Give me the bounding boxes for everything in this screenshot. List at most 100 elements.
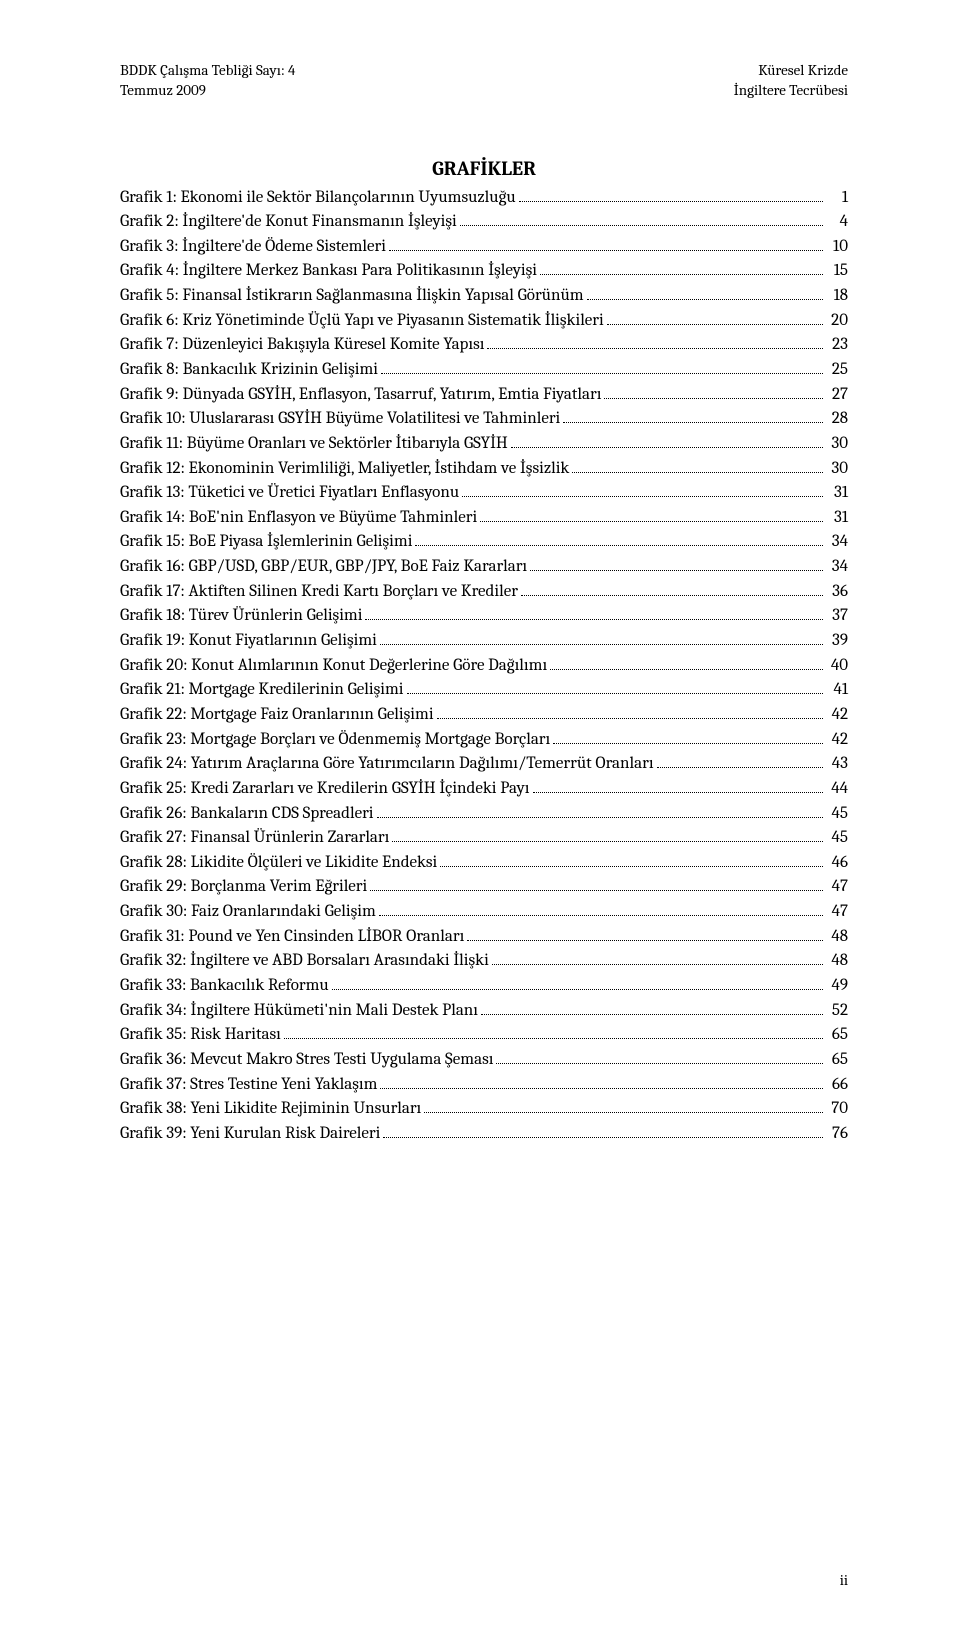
toc-entry-label: Grafik 12: Ekonominin Verimliliği, Maliy… [120,457,569,482]
toc-leader [284,1038,823,1039]
toc-entry-label: Grafik 31: Pound ve Yen Cinsinden LİBOR … [120,925,464,950]
toc-entry: Grafik 21: Mortgage Kredilerinin Gelişim… [120,678,848,703]
toc-entry-label: Grafik 10: Uluslararası GSYİH Büyüme Vol… [120,407,560,432]
toc-entry: Grafik 28: Likidite Ölçüleri ve Likidite… [120,851,848,876]
toc-leader [492,964,823,965]
toc-entry: Grafik 9: Dünyada GSYİH, Enflasyon, Tasa… [120,383,848,408]
toc-leader [440,866,823,867]
toc-entry-label: Grafik 27: Finansal Ürünlerin Zararları [120,826,389,851]
toc-entry: Grafik 17: Aktiften Silinen Kredi Kartı … [120,580,848,605]
page-number: ii [840,1571,848,1589]
toc-entry-label: Grafik 1: Ekonomi ile Sektör Bilançoları… [120,186,516,211]
toc-list: Grafik 1: Ekonomi ile Sektör Bilançoları… [120,186,848,1147]
toc-entry-page: 20 [826,309,848,334]
toc-entry-page: 66 [826,1073,848,1098]
toc-entry-label: Grafik 13: Tüketici ve Üretici Fiyatları… [120,481,459,506]
toc-entry-label: Grafik 37: Stres Testine Yeni Yaklaşım [120,1073,377,1098]
toc-entry-label: Grafik 38: Yeni Likidite Rejiminin Unsur… [120,1097,421,1122]
toc-entry: Grafik 25: Kredi Zararları ve Kredilerin… [120,777,848,802]
header-left-line1: BDDK Çalışma Tebliği Sayı: 4 [120,60,295,80]
toc-entry-page: 42 [826,728,848,753]
toc-entry-label: Grafik 3: İngiltere'de Ödeme Sistemleri [120,235,386,260]
toc-entry: Grafik 24: Yatırım Araçlarına Göre Yatır… [120,752,848,777]
toc-entry-label: Grafik 33: Bankacılık Reformu [120,974,329,999]
toc-leader [519,201,823,202]
toc-entry-label: Grafik 9: Dünyada GSYİH, Enflasyon, Tasa… [120,383,601,408]
toc-entry: Grafik 22: Mortgage Faiz Oranlarının Gel… [120,703,848,728]
toc-entry: Grafik 7: Düzenleyici Bakışıyla Küresel … [120,333,848,358]
toc-entry: Grafik 1: Ekonomi ile Sektör Bilançoları… [120,186,848,211]
toc-entry-label: Grafik 29: Borçlanma Verim Eğrileri [120,875,367,900]
toc-entry: Grafik 20: Konut Alımlarının Konut Değer… [120,654,848,679]
toc-leader [553,743,823,744]
toc-entry-page: 18 [826,284,848,309]
toc-entry: Grafik 29: Borçlanma Verim Eğrileri47 [120,875,848,900]
toc-entry: Grafik 38: Yeni Likidite Rejiminin Unsur… [120,1097,848,1122]
toc-entry-page: 25 [826,358,848,383]
toc-entry: Grafik 33: Bankacılık Reformu49 [120,974,848,999]
toc-entry-page: 23 [826,333,848,358]
toc-leader [370,890,823,891]
toc-entry: Grafik 32: İngiltere ve ABD Borsaları Ar… [120,949,848,974]
toc-entry-label: Grafik 19: Konut Fiyatlarının Gelişimi [120,629,377,654]
toc-leader [533,792,824,793]
toc-entry-label: Grafik 32: İngiltere ve ABD Borsaları Ar… [120,949,489,974]
toc-entry-label: Grafik 20: Konut Alımlarının Konut Değer… [120,654,547,679]
toc-leader [424,1112,823,1113]
toc-entry-page: 4 [826,210,848,235]
toc-entry: Grafik 10: Uluslararası GSYİH Büyüme Vol… [120,407,848,432]
running-header: BDDK Çalışma Tebliği Sayı: 4 Temmuz 2009… [120,60,848,101]
toc-entry-page: 31 [826,481,848,506]
toc-leader [530,570,823,571]
toc-entry-label: Grafik 7: Düzenleyici Bakışıyla Küresel … [120,333,484,358]
toc-entry-label: Grafik 17: Aktiften Silinen Kredi Kartı … [120,580,518,605]
toc-entry-page: 36 [826,580,848,605]
toc-entry: Grafik 14: BoE'nin Enflasyon ve Büyüme T… [120,506,848,531]
toc-entry-label: Grafik 6: Kriz Yönetiminde Üçlü Yapı ve … [120,309,604,334]
toc-leader [481,1014,823,1015]
toc-entry-label: Grafik 23: Mortgage Borçları ve Ödenmemi… [120,728,550,753]
header-right-line2: İngiltere Tecrübesi [734,80,848,100]
toc-entry-label: Grafik 2: İngiltere'de Konut Finansmanın… [120,210,457,235]
toc-leader [607,324,823,325]
toc-entry-page: 34 [826,555,848,580]
toc-leader [332,989,823,990]
toc-entry-page: 37 [826,604,848,629]
header-left-line2: Temmuz 2009 [120,80,295,100]
toc-leader [460,225,823,226]
toc-leader [392,841,823,842]
toc-leader [467,940,823,941]
toc-entry-label: Grafik 24: Yatırım Araçlarına Göre Yatır… [120,752,654,777]
toc-entry-label: Grafik 34: İngiltere Hükümeti'nin Mali D… [120,999,478,1024]
toc-leader [587,299,823,300]
toc-leader [550,669,823,670]
toc-entry-page: 43 [826,752,848,777]
toc-entry-label: Grafik 25: Kredi Zararları ve Kredilerin… [120,777,530,802]
toc-entry-page: 10 [826,235,848,260]
toc-entry: Grafik 16: GBP/USD, GBP/EUR, GBP/JPY, Bo… [120,555,848,580]
header-right-line1: Küresel Krizde [734,60,848,80]
toc-entry: Grafik 8: Bankacılık Krizinin Gelişimi25 [120,358,848,383]
toc-entry: Grafik 2: İngiltere'de Konut Finansmanın… [120,210,848,235]
toc-entry: Grafik 6: Kriz Yönetiminde Üçlü Yapı ve … [120,309,848,334]
toc-entry-label: Grafik 30: Faiz Oranlarındaki Gelişim [120,900,376,925]
header-right: Küresel Krizde İngiltere Tecrübesi [734,60,848,101]
toc-entry-label: Grafik 28: Likidite Ölçüleri ve Likidite… [120,851,437,876]
toc-title: GRAFİKLER [120,157,848,180]
toc-entry-page: 45 [826,802,848,827]
toc-leader [480,521,823,522]
toc-leader [377,817,823,818]
toc-entry-page: 48 [826,949,848,974]
toc-entry-label: Grafik 22: Mortgage Faiz Oranlarının Gel… [120,703,434,728]
toc-leader [563,422,823,423]
toc-entry-page: 28 [826,407,848,432]
toc-leader [437,718,823,719]
toc-leader [496,1063,823,1064]
toc-leader [379,915,823,916]
toc-leader [657,767,823,768]
toc-entry: Grafik 37: Stres Testine Yeni Yaklaşım 66 [120,1073,848,1098]
toc-entry-label: Grafik 11: Büyüme Oranları ve Sektörler … [120,432,508,457]
toc-leader [389,250,823,251]
toc-leader [380,1088,823,1089]
header-left: BDDK Çalışma Tebliği Sayı: 4 Temmuz 2009 [120,60,295,101]
